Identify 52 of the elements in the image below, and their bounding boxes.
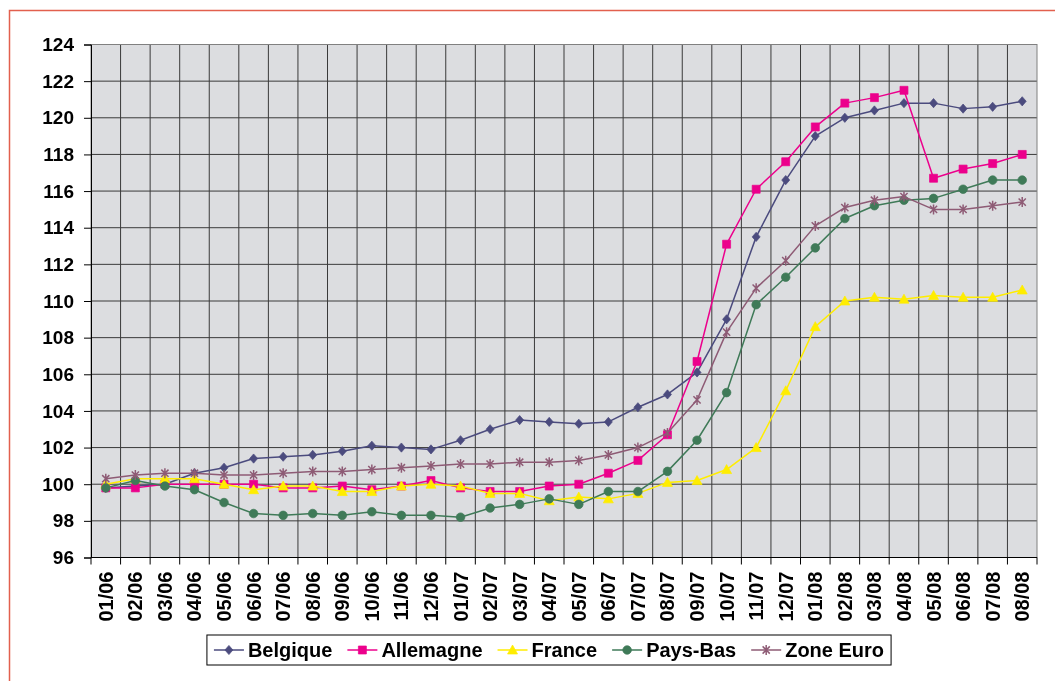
- x-tick-label: 09/06: [331, 571, 354, 622]
- x-tick-label: 11/07: [745, 571, 768, 621]
- x-tick-label: 08/08: [1011, 571, 1034, 622]
- x-tick-label: 06/06: [242, 571, 265, 622]
- x-tick-label: 10/07: [715, 571, 738, 622]
- x-tick-label: 02/07: [479, 571, 502, 622]
- x-tick-label: 07/08: [981, 571, 1004, 622]
- x-tick-label: 12/06: [419, 571, 442, 622]
- x-tick-label: 05/06: [213, 571, 236, 622]
- x-tick-label: 03/08: [863, 571, 886, 622]
- x-tick-label: 06/08: [952, 571, 975, 622]
- y-tick-label: 120: [42, 107, 74, 129]
- y-tick-label: 124: [42, 34, 75, 56]
- x-tick-label: 09/07: [686, 571, 709, 622]
- x-tick-label: 12/07: [774, 571, 797, 622]
- y-tick-label: 102: [42, 437, 74, 459]
- y-tick-label: 112: [43, 253, 74, 275]
- legend-label: Pays-Bas: [646, 639, 737, 661]
- y-tick-label: 98: [52, 510, 74, 532]
- y-tick-label: 118: [43, 144, 74, 166]
- x-tick-label: 03/07: [508, 571, 531, 622]
- y-tick-label: 116: [43, 180, 74, 202]
- x-tick-label: 05/07: [567, 571, 590, 622]
- legend-label: Zone Euro: [785, 639, 885, 661]
- y-tick-label: 106: [42, 363, 74, 385]
- x-tick-label: 08/06: [301, 571, 324, 622]
- y-tick-label: 104: [42, 400, 75, 422]
- y-tick-label: 96: [52, 547, 74, 569]
- x-tick-label: 03/06: [153, 571, 176, 622]
- legend-label: Belgique: [247, 639, 333, 661]
- y-tick-label: 114: [43, 217, 75, 239]
- x-tick-label: 10/06: [360, 571, 383, 622]
- x-tick-label: 02/08: [833, 571, 856, 622]
- x-tick-label: 11/06: [390, 571, 413, 621]
- x-tick-label: 01/08: [804, 571, 827, 622]
- legend-label: France: [531, 639, 598, 661]
- x-tick-label: 04/08: [892, 571, 915, 622]
- x-tick-label: 04/06: [183, 571, 206, 622]
- y-tick-label: 122: [42, 70, 74, 92]
- y-tick-label: 108: [42, 327, 74, 349]
- x-tick-label: 08/07: [656, 571, 679, 622]
- x-tick-label: 01/06: [94, 571, 117, 622]
- y-tick-label: 100: [42, 473, 74, 495]
- legend-label: Allemagne: [381, 639, 483, 661]
- x-tick-label: 02/06: [124, 571, 147, 622]
- x-tick-label: 05/08: [922, 571, 945, 622]
- x-tick-label: 06/07: [597, 571, 620, 622]
- x-tick-label: 04/07: [538, 571, 561, 622]
- x-tick-label: 01/07: [449, 571, 472, 622]
- x-tick-label: 07/06: [272, 571, 295, 622]
- y-tick-label: 110: [43, 290, 74, 312]
- x-tick-label: 07/07: [626, 571, 649, 622]
